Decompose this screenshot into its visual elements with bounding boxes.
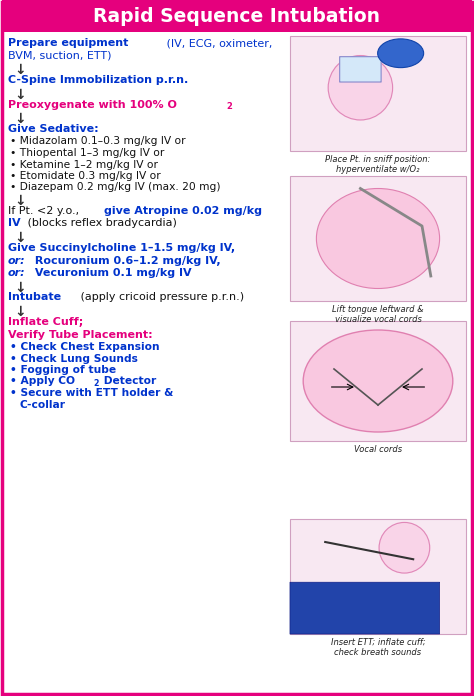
Text: (blocks reflex bradycardia): (blocks reflex bradycardia) [24,219,177,228]
Text: • Fogging of tube: • Fogging of tube [10,365,116,375]
Text: C-collar: C-collar [20,400,66,409]
Text: ↓: ↓ [14,63,26,77]
Text: IV: IV [8,219,21,228]
Ellipse shape [317,189,439,289]
Text: C-Spine Immobilization p.r.n.: C-Spine Immobilization p.r.n. [8,75,188,85]
Text: Vocal cords: Vocal cords [354,445,402,454]
Text: If Pt. <2 y.o.,: If Pt. <2 y.o., [8,206,82,216]
Text: 2: 2 [94,379,99,388]
Text: ↓: ↓ [14,194,26,208]
Text: • Thiopental 1–3 mg/kg IV or: • Thiopental 1–3 mg/kg IV or [10,148,164,158]
Text: Lift tongue leftward &
visualize vocal cords: Lift tongue leftward & visualize vocal c… [332,305,424,324]
Text: • Check Chest Expansion: • Check Chest Expansion [10,342,160,352]
Bar [290,176,466,301]
Bar [290,36,466,151]
Text: (apply cricoid pressure p.r.n.): (apply cricoid pressure p.r.n.) [76,292,244,303]
Text: Intubate: Intubate [8,292,61,303]
Text: • Ketamine 1–2 mg/kg IV or: • Ketamine 1–2 mg/kg IV or [10,159,158,170]
Text: • Check Lung Sounds: • Check Lung Sounds [10,354,138,363]
Text: • Etomidate 0.3 mg/kg IV or: • Etomidate 0.3 mg/kg IV or [10,171,161,181]
Text: or:: or: [8,255,26,265]
FancyBboxPatch shape [290,583,439,634]
Text: give Atropine 0.02 mg/kg: give Atropine 0.02 mg/kg [104,206,262,216]
Text: or:: or: [8,268,26,278]
Text: Detector: Detector [100,377,156,386]
Circle shape [328,56,392,120]
Bar [2,0,472,32]
Ellipse shape [303,330,453,432]
Text: ↓: ↓ [14,305,26,319]
Text: Preoxygenate with 100% O: Preoxygenate with 100% O [8,100,177,109]
Text: Give Succinylcholine 1–1.5 mg/kg IV,: Give Succinylcholine 1–1.5 mg/kg IV, [8,243,235,253]
Text: • Diazepam 0.2 mg/kg IV (max. 20 mg): • Diazepam 0.2 mg/kg IV (max. 20 mg) [10,182,220,193]
Text: Rapid Sequence Intubation: Rapid Sequence Intubation [93,8,381,26]
Text: ↓: ↓ [14,231,26,245]
Text: ↓: ↓ [14,88,26,102]
Text: ↓: ↓ [14,112,26,126]
Text: • Apply CO: • Apply CO [10,377,75,386]
Text: • Midazolam 0.1–0.3 mg/kg IV or: • Midazolam 0.1–0.3 mg/kg IV or [10,136,186,146]
Text: (IV, ECG, oximeter,: (IV, ECG, oximeter, [164,38,273,48]
Text: Give Sedative:: Give Sedative: [8,124,99,134]
Ellipse shape [378,39,424,68]
Bar [290,519,466,634]
Text: Place Pt. in sniff position:
hyperventilate w/O₂: Place Pt. in sniff position: hyperventil… [325,155,431,175]
Bar [290,321,466,441]
Text: Insert ETT; inflate cuff;
check breath sounds: Insert ETT; inflate cuff; check breath s… [331,638,425,658]
Text: Verify Tube Placement:: Verify Tube Placement: [8,329,153,340]
Text: ↓: ↓ [14,280,26,294]
Text: 2: 2 [226,102,232,111]
Circle shape [379,523,430,573]
Text: BVM, suction, ETT): BVM, suction, ETT) [8,51,111,61]
Text: Inflate Cuff;: Inflate Cuff; [8,317,83,327]
Text: Rocuronium 0.6–1.2 mg/kg IV,: Rocuronium 0.6–1.2 mg/kg IV, [31,255,220,265]
FancyBboxPatch shape [340,56,381,82]
Text: Vecuronium 0.1 mg/kg IV: Vecuronium 0.1 mg/kg IV [31,268,191,278]
Text: • Secure with ETT holder &: • Secure with ETT holder & [10,388,173,398]
Text: Prepare equipment: Prepare equipment [8,38,128,48]
